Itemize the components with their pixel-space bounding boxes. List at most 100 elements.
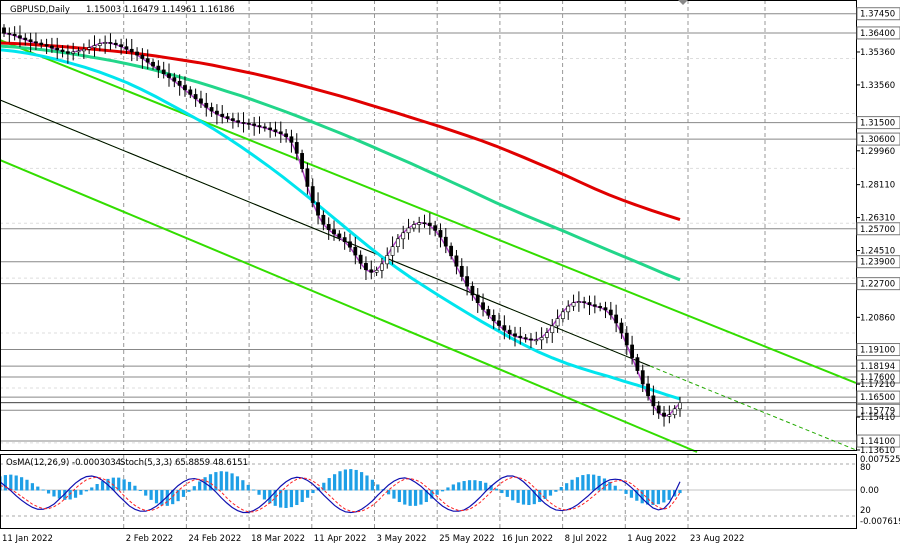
candle-body xyxy=(523,337,528,340)
x-tick-label: 11 Apr 2022 xyxy=(314,534,367,544)
candle-body xyxy=(193,94,198,100)
osma-bar xyxy=(176,490,180,502)
osma-bar xyxy=(235,476,240,491)
candle-body xyxy=(177,80,182,86)
osma-bar xyxy=(343,469,347,491)
osma-bar xyxy=(521,490,526,505)
osma-bar xyxy=(419,490,423,505)
osma-bar xyxy=(30,483,34,491)
candle-body xyxy=(183,85,187,91)
candle-body xyxy=(395,238,400,247)
osma-bar xyxy=(408,490,412,506)
channel-upper-line xyxy=(0,39,857,384)
candle-body xyxy=(337,233,342,238)
horizontal-levels xyxy=(0,13,856,442)
osma-bar xyxy=(370,479,374,491)
osma-bar xyxy=(386,490,391,495)
oscillator-axis-label: 0.00 xyxy=(860,486,879,496)
price-axis-label: 1.25700 xyxy=(860,225,895,235)
price-axis-label: 1.30600 xyxy=(860,135,895,145)
price-axis-label: 1.20860 xyxy=(860,313,895,323)
osma-bar xyxy=(311,490,315,494)
osma-bar xyxy=(494,488,499,491)
candle-body xyxy=(454,255,459,267)
candle-body xyxy=(417,222,422,225)
osma-bar xyxy=(187,490,191,492)
osma-bar xyxy=(181,490,186,497)
osma-bar xyxy=(219,471,223,491)
candle-body xyxy=(262,126,267,129)
candle-body xyxy=(135,51,139,56)
osma-bar xyxy=(41,489,45,491)
candle-body xyxy=(560,311,565,319)
osma-bar xyxy=(68,490,72,500)
x-tick-label: 16 Jun 2022 xyxy=(502,534,553,544)
osma-bar xyxy=(246,484,250,491)
candle-body xyxy=(529,338,533,341)
osma-bar xyxy=(327,478,331,491)
osma-bar xyxy=(430,490,434,499)
candle-body xyxy=(241,122,246,124)
osma-bar xyxy=(349,469,353,491)
candle-body xyxy=(358,254,363,264)
candle-body xyxy=(204,102,209,108)
osma-bar xyxy=(392,490,396,499)
price-level-tag xyxy=(856,132,900,146)
osma-bar xyxy=(252,489,256,491)
osma-bar xyxy=(575,477,580,491)
candle-body xyxy=(539,337,544,341)
candle-body xyxy=(465,276,469,287)
trend-channel xyxy=(0,39,857,453)
candle-body xyxy=(582,301,587,303)
x-tick-label: 23 Aug 2022 xyxy=(690,534,744,544)
candle-body xyxy=(252,123,257,126)
shift-marker-icon xyxy=(678,0,688,5)
price-axis-label: 1.26310 xyxy=(860,214,895,224)
osma-bar xyxy=(527,490,531,506)
osma-bar xyxy=(138,490,142,491)
osma-bar xyxy=(192,486,196,491)
candle-body xyxy=(50,45,54,49)
price-axis-label: 1.15779 xyxy=(860,406,895,416)
candle-body xyxy=(332,229,336,235)
price-level-tag xyxy=(856,7,900,21)
candle-body xyxy=(34,41,38,44)
osma-bar xyxy=(656,490,661,505)
candle-body xyxy=(167,73,171,78)
candle-body xyxy=(97,43,102,46)
osma-bar xyxy=(424,490,428,503)
chart-header-ohlc: 1.15003 1.16479 1.14961 1.16186 xyxy=(86,5,235,15)
candle-body xyxy=(161,69,166,75)
candle-body xyxy=(18,35,22,39)
candle-body xyxy=(374,269,379,273)
osma-bar xyxy=(467,480,472,491)
osma-bar xyxy=(300,490,304,503)
osma-bar xyxy=(592,474,596,491)
candle-body xyxy=(268,127,273,131)
osma-bar xyxy=(9,474,13,491)
osma-bar xyxy=(160,490,164,506)
candle-body xyxy=(427,222,432,226)
osma-bar xyxy=(478,481,482,491)
candle-body xyxy=(630,344,634,358)
ma-red-line xyxy=(0,41,681,222)
osma-bar xyxy=(284,490,288,508)
candle-body xyxy=(608,309,613,316)
candle-body xyxy=(39,42,44,45)
osma-bar xyxy=(516,490,520,503)
oscillator-axis-label: 80 xyxy=(860,463,871,473)
candle-body xyxy=(129,48,134,53)
x-tick-label: 2 Feb 2022 xyxy=(126,534,174,544)
candle-body xyxy=(124,46,129,50)
price-axis-label: 1.28110 xyxy=(860,181,895,191)
osma-bar xyxy=(144,490,148,496)
osma-bar xyxy=(354,469,358,491)
osma-bar xyxy=(586,474,590,491)
price-level-tag xyxy=(856,116,900,130)
osma-bar xyxy=(376,484,380,491)
osma-bar xyxy=(484,482,488,491)
osma-bar xyxy=(651,490,655,506)
moving-averages xyxy=(0,32,681,418)
regression-line xyxy=(0,99,651,367)
osma-bar xyxy=(559,487,563,491)
